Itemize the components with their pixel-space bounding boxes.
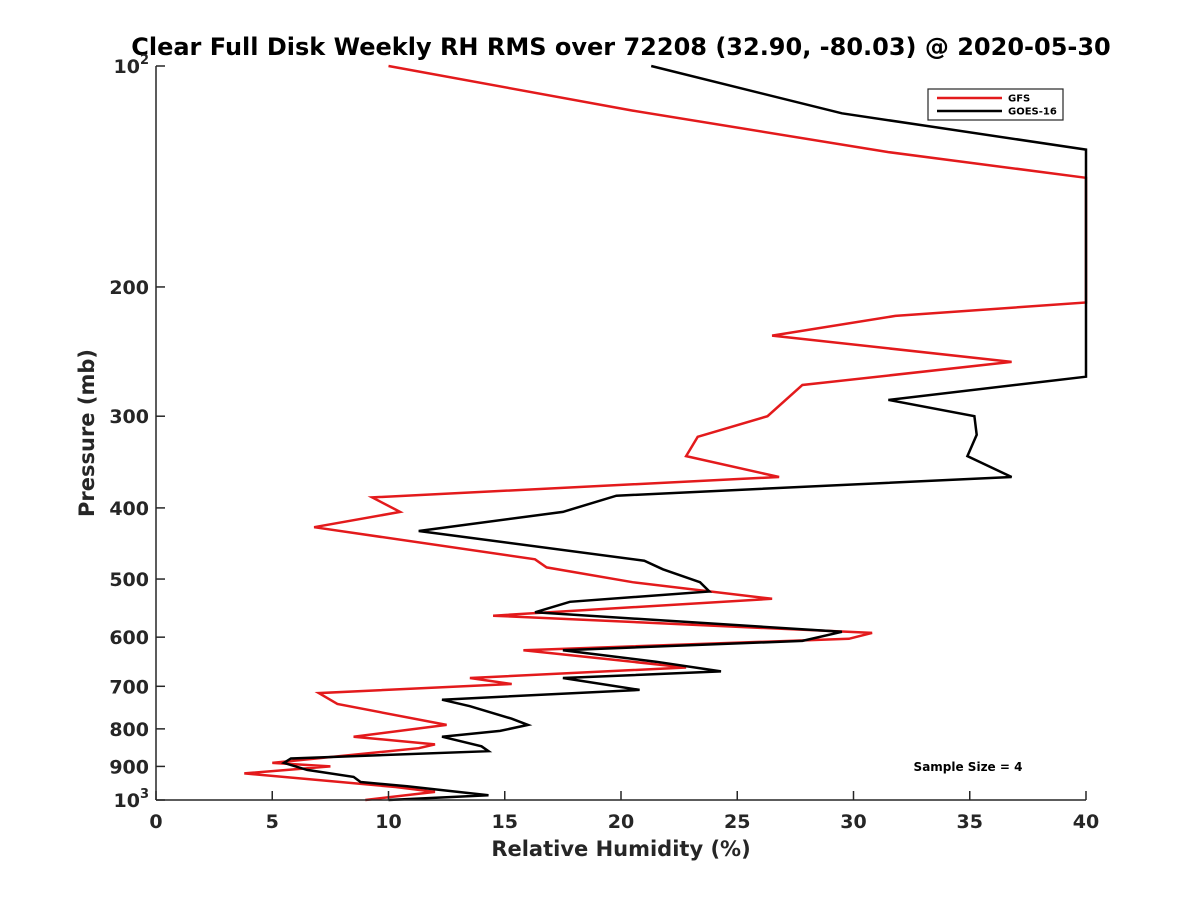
y-tick-exponent: 3 (140, 787, 149, 802)
y-tick-label: 800 (109, 719, 149, 741)
chart-title: Clear Full Disk Weekly RH RMS over 72208… (131, 33, 1111, 61)
legend-label-gfs: GFS (1008, 94, 1030, 105)
x-tick-label: 25 (724, 811, 750, 833)
x-tick-label: 5 (266, 811, 279, 833)
y-tick-label: 900 (109, 756, 149, 778)
y-tick-label: 200 (109, 277, 149, 299)
sample-size-annotation: Sample Size = 4 (914, 760, 1023, 774)
y-tick-label: 400 (109, 498, 149, 520)
x-axis-label: Relative Humidity (%) (491, 837, 750, 861)
y-tick-label: 10 (114, 790, 140, 812)
x-tick-label: 35 (957, 811, 983, 833)
y-tick-label: 500 (109, 569, 149, 591)
x-tick-label: 15 (492, 811, 518, 833)
x-tick-label: 20 (608, 811, 634, 833)
y-axis-label: Pressure (mb) (75, 349, 99, 517)
x-tick-label: 30 (840, 811, 866, 833)
y-tick-exponent: 2 (140, 53, 149, 68)
y-tick-label: 700 (109, 676, 149, 698)
y-tick-label: 300 (109, 406, 149, 428)
x-axis-ticks: 0 5 10 15 20 25 30 35 40 (149, 791, 1099, 833)
series-lines (244, 64, 1088, 802)
series-line-gfs (244, 64, 1088, 802)
y-tick-label: 10 (114, 56, 140, 78)
legend: GFS GOES-16 (927, 88, 1064, 121)
y-tick-label: 600 (109, 627, 149, 649)
x-tick-label: 0 (149, 811, 162, 833)
legend-label-goes16: GOES-16 (1008, 107, 1057, 118)
legend-box (927, 88, 1064, 121)
series-line-goes16 (280, 64, 1088, 802)
x-tick-label: 10 (375, 811, 401, 833)
x-tick-label: 40 (1073, 811, 1099, 833)
